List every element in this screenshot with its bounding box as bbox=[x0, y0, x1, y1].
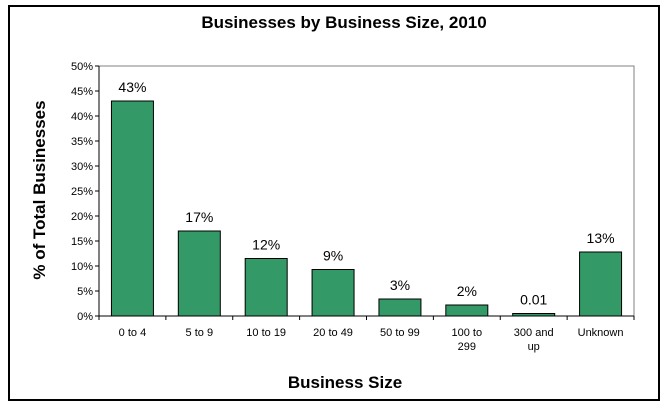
y-tick-label: 0% bbox=[77, 311, 93, 323]
y-tick-label: 30% bbox=[71, 161, 93, 173]
y-tick-label: 25% bbox=[71, 186, 93, 198]
x-axis-label: Business Size bbox=[288, 373, 402, 392]
data-label: 0.01 bbox=[520, 292, 547, 308]
data-label: 12% bbox=[252, 237, 280, 253]
data-label: 3% bbox=[390, 277, 410, 293]
chart-title: Businesses by Business Size, 2010 bbox=[201, 13, 486, 32]
bar bbox=[178, 231, 220, 316]
y-tick-label: 35% bbox=[71, 136, 93, 148]
y-tick-label: 40% bbox=[71, 111, 93, 123]
x-tick-label: 0 to 4 bbox=[119, 327, 147, 339]
x-tick-label: up bbox=[528, 341, 540, 353]
data-label: 43% bbox=[118, 79, 146, 95]
bar bbox=[446, 305, 488, 316]
x-tick-label: 100 to bbox=[452, 327, 483, 339]
bar bbox=[245, 259, 287, 317]
x-tick-label: Unknown bbox=[578, 327, 624, 339]
bar bbox=[379, 299, 421, 316]
x-tick-label: 300 and bbox=[514, 327, 554, 339]
x-tick-label: 5 to 9 bbox=[186, 327, 214, 339]
x-tick-label: 299 bbox=[458, 341, 476, 353]
bar bbox=[111, 101, 153, 316]
y-tick-label: 45% bbox=[71, 86, 93, 98]
data-label: 13% bbox=[587, 230, 615, 246]
data-label: 9% bbox=[323, 248, 343, 264]
y-tick-label: 15% bbox=[71, 236, 93, 248]
x-tick-label: 20 to 49 bbox=[313, 327, 353, 339]
x-tick-label: 50 to 99 bbox=[380, 327, 420, 339]
bar bbox=[513, 314, 555, 317]
y-tick-label: 20% bbox=[71, 211, 93, 223]
y-tick-label: 50% bbox=[71, 61, 93, 73]
x-tick-label: 10 to 19 bbox=[246, 327, 286, 339]
bar bbox=[580, 252, 622, 316]
data-label: 2% bbox=[457, 283, 477, 299]
y-tick-label: 10% bbox=[71, 261, 93, 273]
y-axis-label: % of Total Businesses bbox=[30, 100, 49, 279]
data-label: 17% bbox=[185, 209, 213, 225]
bar bbox=[312, 270, 354, 317]
y-tick-label: 5% bbox=[77, 286, 93, 298]
